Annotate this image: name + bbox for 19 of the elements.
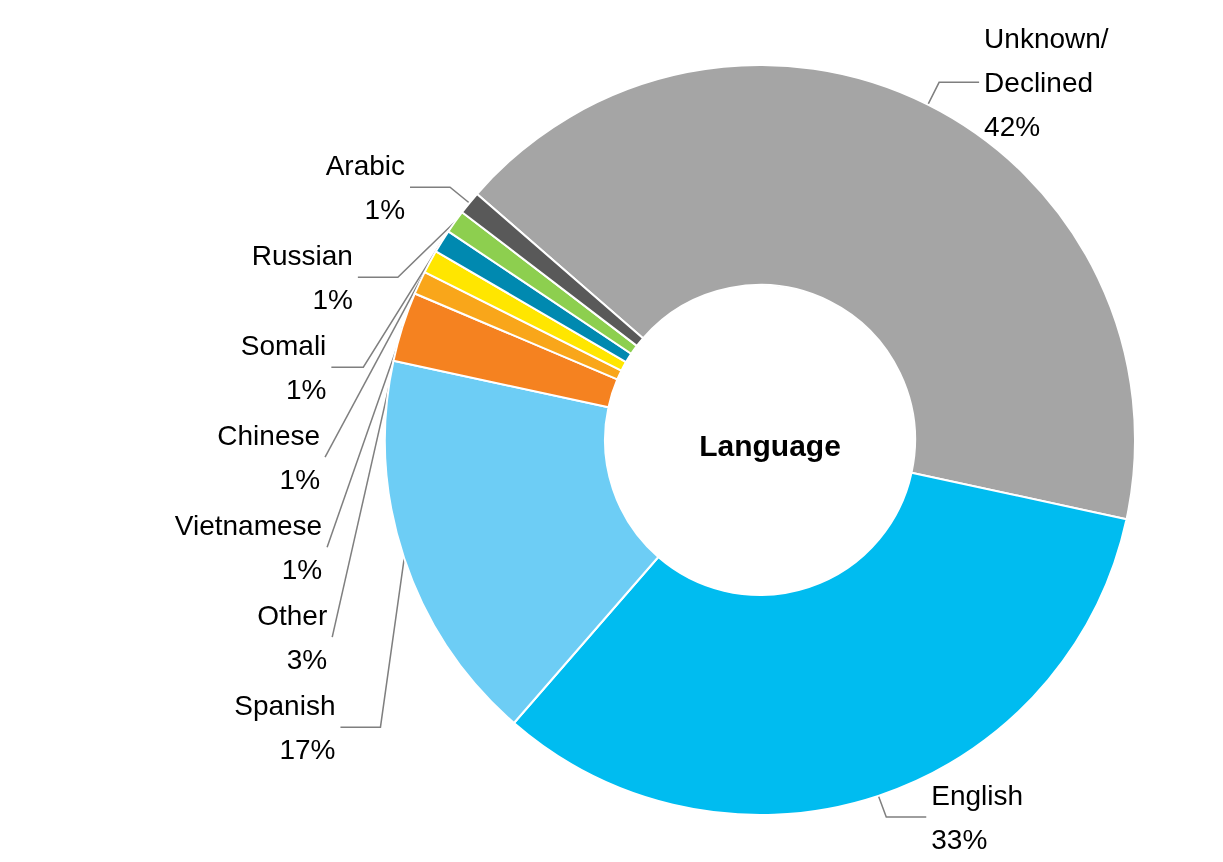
slice-label: Russian <box>251 239 353 271</box>
slice-label: Other <box>257 599 328 631</box>
slice-label: Chinese <box>217 419 321 451</box>
data-label: 42% <box>984 110 1041 142</box>
slice-label: Arabic <box>325 149 406 181</box>
data-label: 33% <box>931 823 988 855</box>
data-label: 1% <box>281 553 323 585</box>
text: Language <box>699 428 841 462</box>
data-label: 3% <box>286 643 328 675</box>
slice-label: English <box>931 779 1024 811</box>
data-label: 1% <box>312 283 353 315</box>
slice-label: Somali <box>240 329 327 361</box>
slice-label: Vietnamese <box>174 509 323 541</box>
data-label: 1% <box>364 193 406 225</box>
data-label: 1% <box>285 373 327 405</box>
slice-label: Unknown/ Declined <box>984 22 1117 98</box>
slice-label: Spanish <box>234 689 336 721</box>
data-label: 1% <box>279 463 321 495</box>
data-label: 17% <box>279 733 336 765</box>
